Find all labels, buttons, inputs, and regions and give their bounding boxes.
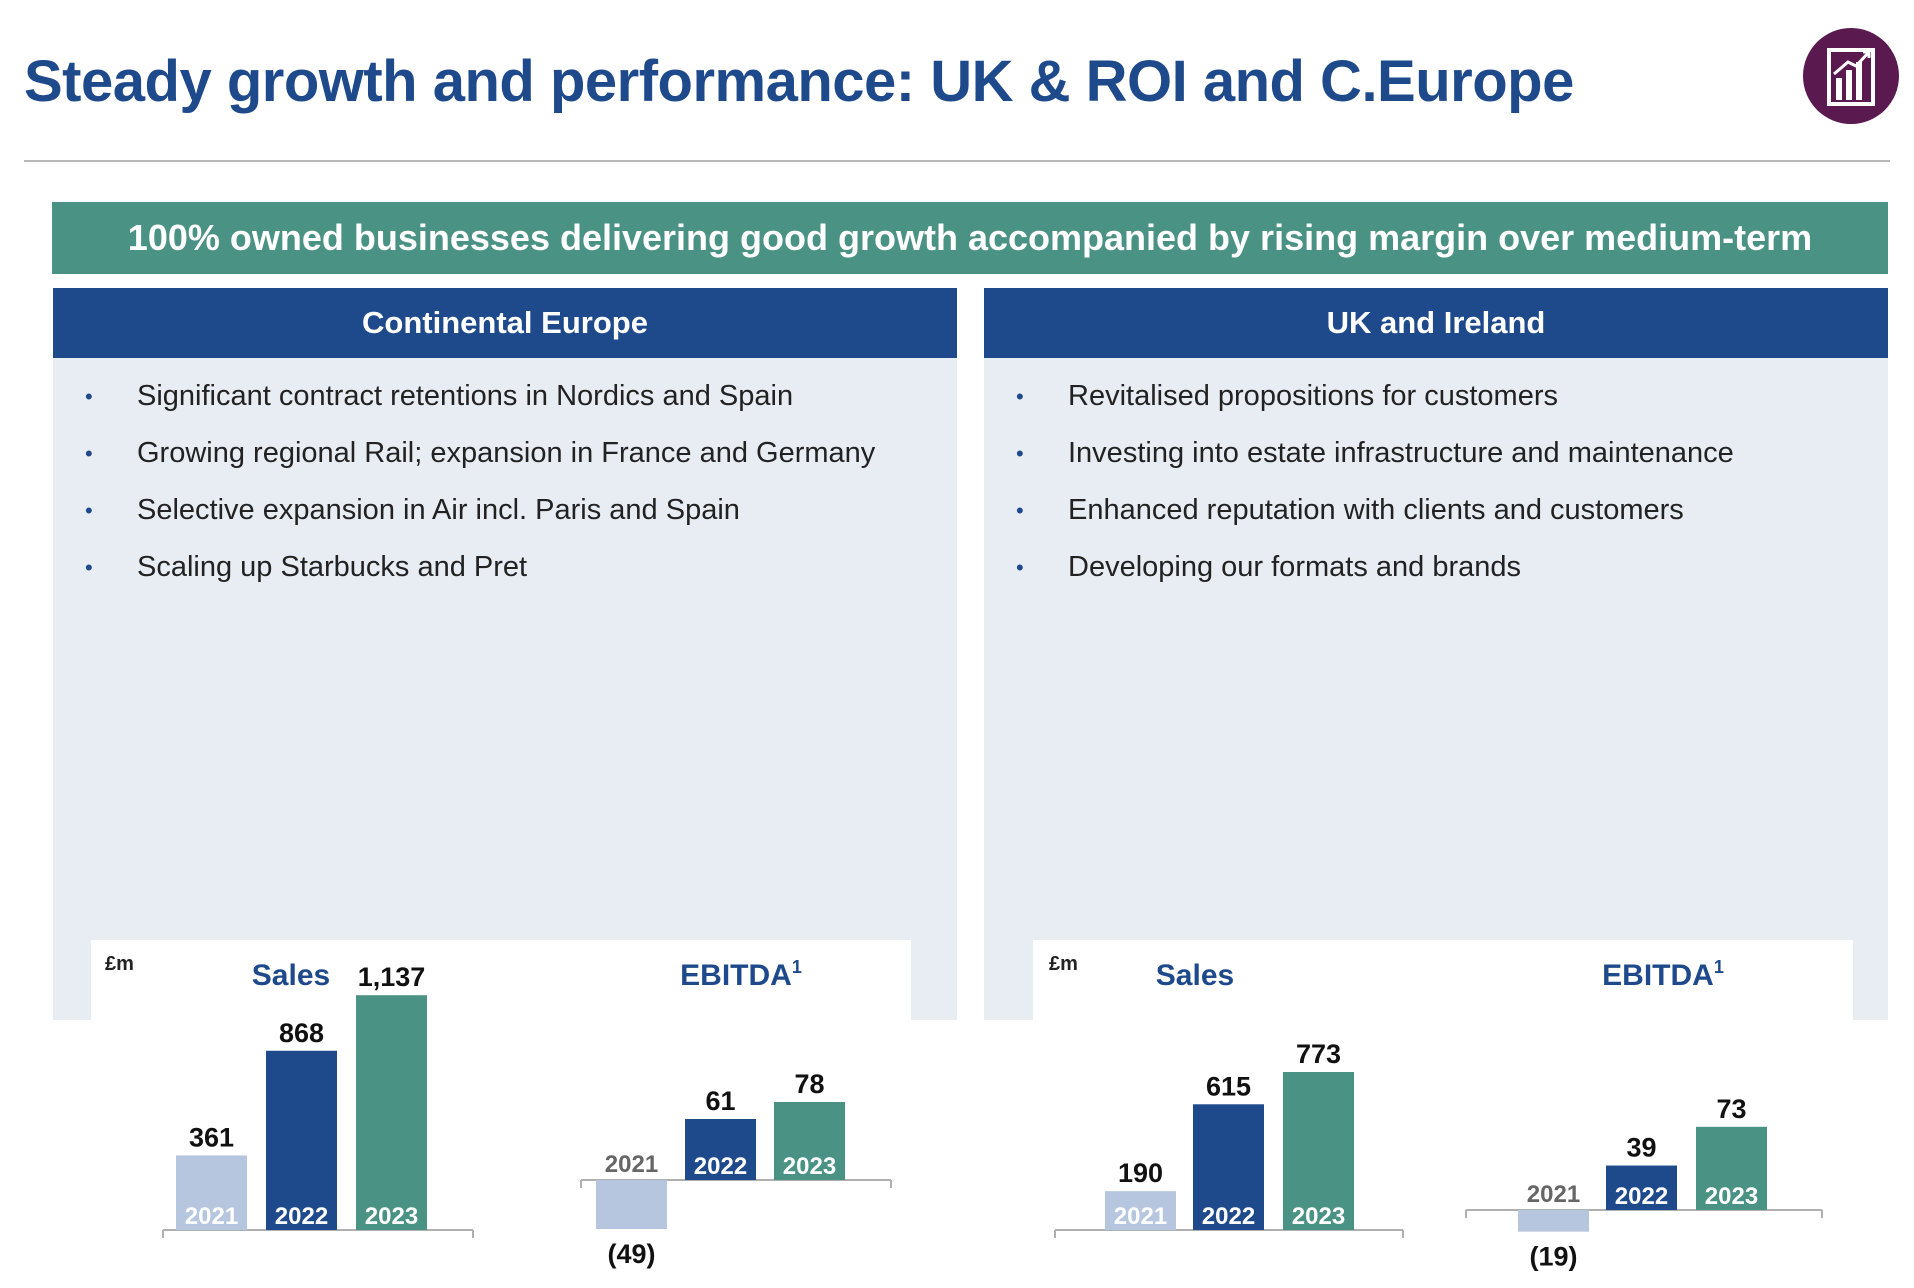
data-label: 39 — [1626, 1133, 1656, 1163]
data-label: 1,137 — [358, 962, 426, 992]
chart-title: Sales — [1156, 959, 1234, 992]
category-label: 2023 — [1705, 1183, 1758, 1210]
bullet-item: • Scaling up Starbucks and Pret — [85, 551, 528, 583]
data-label: (19) — [1529, 1242, 1577, 1272]
bullet-item: • Investing into estate infrastructure an… — [1016, 437, 1734, 469]
bar-2023 — [356, 995, 427, 1230]
uk-ireland-charts: £m Sales 190 2021 615 2022 773 2023 EBITDA1 (19) 2… — [1033, 940, 1853, 1288]
bar-2021 — [596, 1180, 667, 1229]
data-label: 868 — [279, 1018, 324, 1048]
data-label: 78 — [794, 1069, 824, 1099]
chart-canvas: £m Sales 190 2021 615 2022 773 2023 EBITDA1 (19) 2… — [1049, 953, 1823, 1272]
bullet-icon: • — [85, 555, 93, 580]
continental-europe-panel: Continental Europe • Significant contract… — [53, 288, 957, 1288]
continental-europe-charts: £m Sales 361 2021 868 2022 1,137 2023 EBITDA1 (49… — [91, 940, 911, 1288]
category-label: 2023 — [365, 1203, 418, 1230]
chart-canvas: £m Sales 361 2021 868 2022 1,137 2023 EBITDA1 (49… — [105, 953, 892, 1269]
category-label: 2022 — [1202, 1203, 1255, 1230]
unit-label: £m — [1049, 953, 1078, 975]
summary-banner: 100% owned businesses delivering good gr… — [52, 202, 1888, 274]
bullet-item: • Growing regional Rail; expansion in Fra… — [85, 437, 876, 469]
bullet-icon: • — [85, 384, 93, 409]
chart-title: EBITDA1 — [680, 957, 802, 992]
bullet-item: • Developing our formats and brands — [1016, 551, 1521, 583]
bullet-icon: • — [1016, 498, 1024, 523]
category-label: 2022 — [694, 1153, 747, 1180]
category-label: 2021 — [1527, 1181, 1580, 1208]
bullet-item: • Enhanced reputation with clients and cu… — [1016, 494, 1684, 526]
bullet-icon: • — [85, 498, 93, 523]
data-label: 61 — [705, 1086, 735, 1116]
bullet-item: • Significant contract retentions in Nord… — [85, 380, 794, 412]
bar-chart-growth-icon — [1803, 28, 1899, 124]
data-label: (49) — [607, 1239, 655, 1269]
bullet-icon: • — [1016, 384, 1024, 409]
uk-ireland-panel: UK and Ireland • Revitalised propositions… — [984, 288, 1888, 1288]
bar-2021 — [1518, 1210, 1589, 1232]
category-label: 2022 — [275, 1203, 328, 1230]
bullet-item: • Selective expansion in Air incl. Paris … — [85, 494, 740, 526]
category-label: 2021 — [185, 1203, 238, 1230]
chart-title: Sales — [252, 959, 330, 992]
chart-title: EBITDA1 — [1602, 957, 1724, 992]
bullet-icon: • — [85, 441, 93, 466]
data-label: 73 — [1716, 1094, 1746, 1124]
bullet-icon: • — [1016, 441, 1024, 466]
category-label: 2021 — [605, 1151, 658, 1178]
bullet-icon: • — [1016, 555, 1024, 580]
panel-heading: UK and Ireland — [984, 288, 1888, 358]
data-label: 615 — [1206, 1071, 1251, 1101]
title-divider — [24, 160, 1890, 162]
unit-label: £m — [105, 953, 134, 975]
page-title: Steady growth and performance: UK & ROI … — [24, 49, 1574, 114]
category-label: 2022 — [1615, 1183, 1668, 1210]
category-label: 2021 — [1114, 1203, 1167, 1230]
category-label: 2023 — [1292, 1203, 1345, 1230]
data-label: 361 — [189, 1122, 234, 1152]
bullet-item: • Revitalised propositions for customers — [1016, 380, 1558, 412]
bullet-list: • Significant contract retentions in Nord… — [53, 358, 957, 608]
panel-heading: Continental Europe — [53, 288, 957, 358]
bullet-list: • Revitalised propositions for customers … — [984, 358, 1888, 608]
chart-title-superscript: 1 — [1714, 957, 1724, 977]
data-label: 190 — [1118, 1158, 1163, 1188]
category-label: 2023 — [783, 1153, 836, 1180]
data-label: 773 — [1296, 1039, 1341, 1069]
chart-title-superscript: 1 — [792, 957, 802, 977]
